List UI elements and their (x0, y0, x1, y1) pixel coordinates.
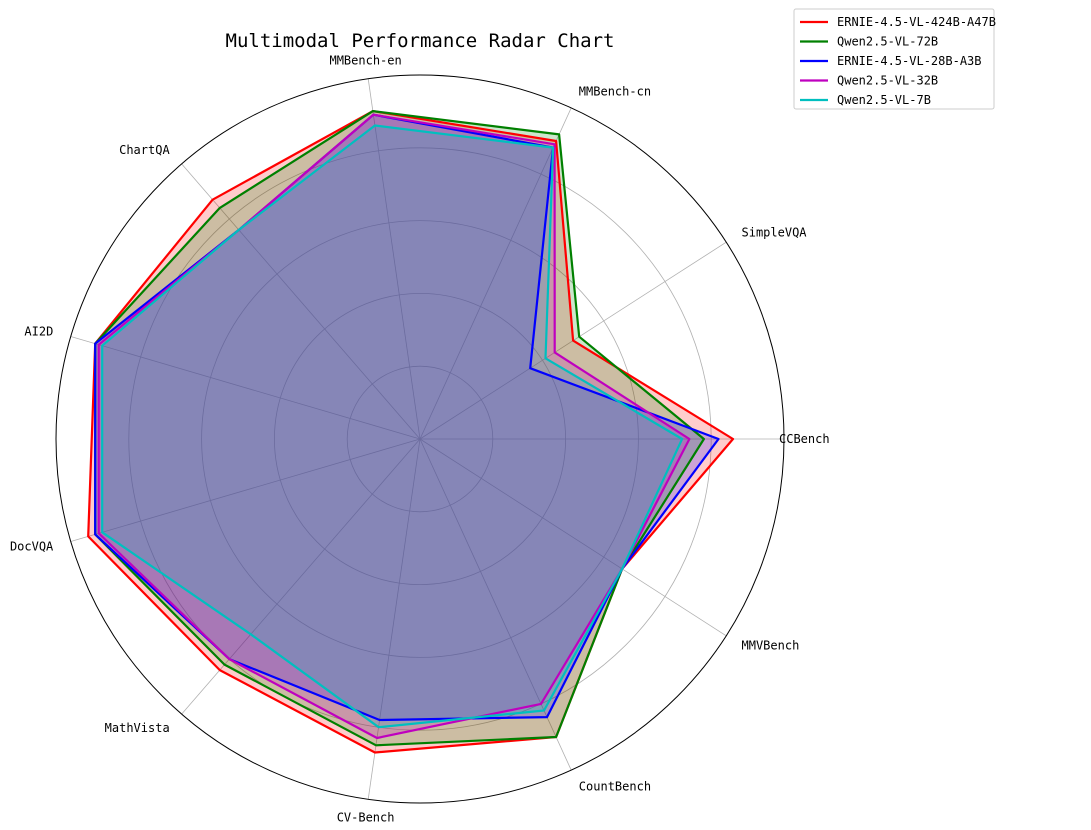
spoke-mmbench-en (367, 78, 421, 440)
axis-labels: CCBench SimpleVQA MMBench-cn MMBench-en Char… (10, 54, 830, 825)
series-fill-qwen2-5-vl-7b (102, 125, 683, 728)
axis-label-ccbench: CCBench (779, 432, 830, 446)
spoke-cv-bench (367, 438, 421, 800)
axis-label-cv-bench: CV-Bench (337, 810, 395, 824)
series-fill-qwen2-5-vl-32b (98, 114, 690, 738)
series-fill-ernie-4-5-vl-28b-a3b (95, 114, 719, 720)
legend-label-ernie-4-5-vl-424b-a47b: ERNIE-4.5-VL-424B-A47B (837, 15, 996, 29)
series-fill-ernie-4-5-vl-424b-a47b (88, 111, 733, 753)
axis-label-docvqa: DocVQA (10, 540, 54, 554)
legend-label-qwen2-5-vl-7b: Qwen2.5-VL-7B (837, 93, 931, 107)
radar-grid (55, 74, 785, 804)
spoke-docvqa (70, 438, 421, 542)
spoke-mmvbench (419, 438, 727, 637)
series-line-qwen2-5-vl-7b (101, 124, 684, 729)
chart-title: Multimodal Performance Radar Chart (226, 30, 615, 52)
spoke-mathvista (181, 438, 421, 715)
legend-label-qwen2-5-vl-72b: Qwen2.5-VL-72B (837, 35, 938, 49)
series-lines (87, 109, 735, 754)
axis-label-simplevqa: SimpleVQA (742, 225, 808, 239)
axis-label-mmbench-cn: MMBench-cn (579, 84, 651, 98)
series-line-ernie-4-5-vl-28b-a3b (94, 113, 720, 722)
legend: ERNIE-4.5-VL-424B-A47B Qwen2.5-VL-72B ERNI… (793, 8, 996, 110)
series-line-qwen2-5-vl-32b (97, 113, 691, 740)
axis-label-ai2d: AI2D (24, 324, 53, 338)
axis-label-mmvbench: MMVBench (742, 639, 800, 653)
spoke-chartqa (181, 163, 421, 440)
spoke-countbench (419, 438, 572, 771)
legend-box (793, 8, 995, 110)
spoke-mmbench-cn (419, 107, 572, 440)
series-fills (88, 111, 733, 753)
axis-label-mmbench-en: MMBench-en (329, 54, 401, 68)
legend-label-ernie-4-5-vl-28b-a3b: ERNIE-4.5-VL-28B-A3B (837, 54, 982, 68)
series-fill-qwen2-5-vl-72b (95, 111, 704, 746)
spoke-ai2d (70, 336, 421, 440)
axis-label-mathvista: MathVista (105, 721, 170, 735)
outer-frame (55, 74, 785, 804)
axis-label-countbench: CountBench (579, 780, 651, 794)
axis-label-chartqa: ChartQA (119, 143, 170, 157)
legend-label-qwen2-5-vl-32b: Qwen2.5-VL-32B (837, 74, 938, 88)
